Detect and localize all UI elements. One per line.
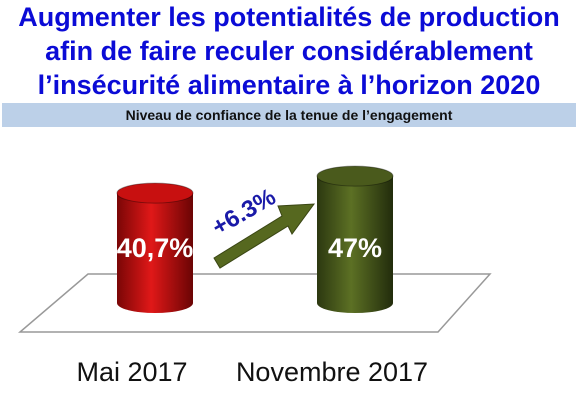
bar-body bbox=[117, 193, 193, 313]
bars-group: 40,7% 47% bbox=[116, 165, 394, 313]
subtitle-band: Niveau de confiance de la tenue de l’eng… bbox=[2, 103, 576, 127]
growth-arrow-icon bbox=[213, 203, 316, 269]
data-label-1: 40,7% bbox=[117, 233, 194, 263]
title-line-1: Augmenter les potentialités de productio… bbox=[18, 2, 560, 32]
bar-top bbox=[316, 165, 394, 187]
x-tick-label-mai-2017: Mai 2017 bbox=[76, 357, 187, 387]
bar-1: 40,7% bbox=[116, 182, 194, 313]
x-tick-label-novembre-2017: Novembre 2017 bbox=[236, 357, 428, 387]
chart-title: Augmenter les potentialités de productio… bbox=[0, 0, 578, 102]
title-line-2: afin de faire reculer considérablement bbox=[45, 36, 533, 66]
bar-top bbox=[116, 182, 194, 204]
data-label-2: 47% bbox=[328, 233, 382, 263]
subtitle: Niveau de confiance de la tenue de l’eng… bbox=[125, 107, 453, 123]
chart-floor bbox=[17, 273, 492, 333]
bar-2: 47% bbox=[316, 165, 394, 313]
bar-body bbox=[317, 176, 393, 313]
title-line-3: l’insécurité alimentaire à l’horizon 202… bbox=[37, 70, 541, 100]
